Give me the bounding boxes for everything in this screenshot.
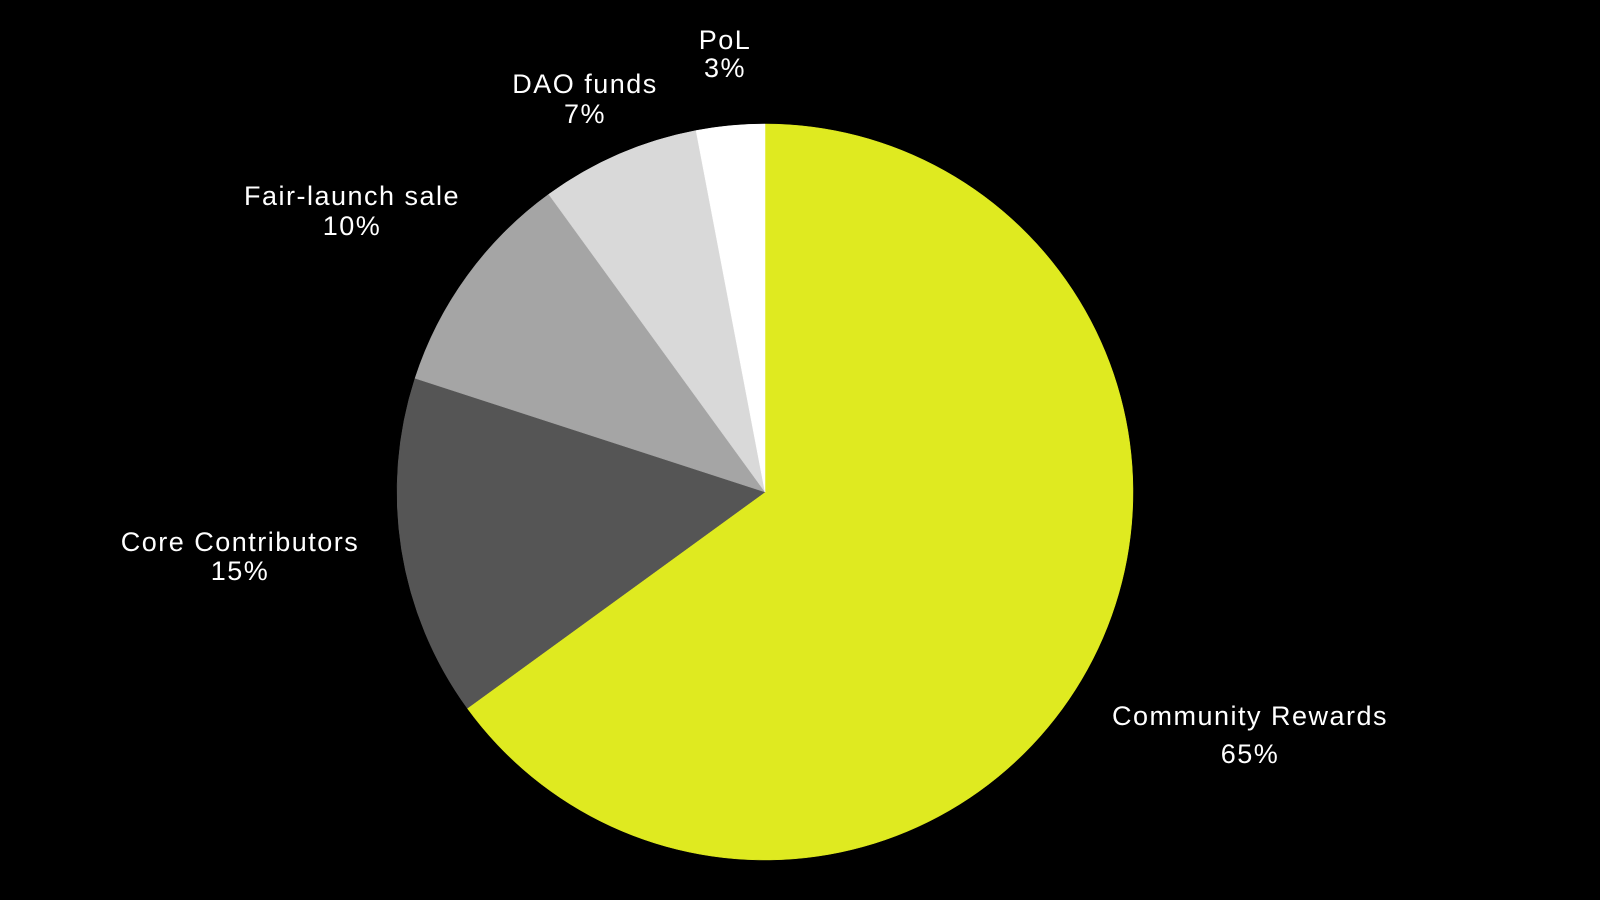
pie-slice-core-contributors: [396, 377, 766, 709]
slice-label-community-rewards: Community Rewards: [1112, 701, 1388, 731]
slice-value-fair-launch-sale: 10%: [323, 211, 382, 241]
pie-slice-fair-launch-sale: [414, 193, 766, 493]
slice-value-pol: 3%: [704, 53, 746, 83]
pie-slices: [396, 123, 1134, 861]
slice-label-dao-funds: DAO funds: [512, 69, 658, 99]
pie-labels: Community Rewards 65% Core Contributors15%…: [121, 25, 1388, 769]
slice-value-community-rewards: 65%: [1221, 739, 1280, 769]
pie-slice-pol: [695, 123, 766, 493]
slice-label-fair-launch-sale: Fair-launch sale: [244, 181, 460, 211]
pie-slice-dao-funds: [548, 130, 766, 493]
slice-value-dao-funds: 7%: [564, 99, 606, 129]
slice-label-core-contributors: Core Contributors: [121, 527, 360, 557]
slice-label-pol: PoL: [699, 25, 752, 55]
pie-slice-community-rewards: [466, 123, 1134, 861]
slice-value-core-contributors: 15%: [211, 556, 270, 586]
